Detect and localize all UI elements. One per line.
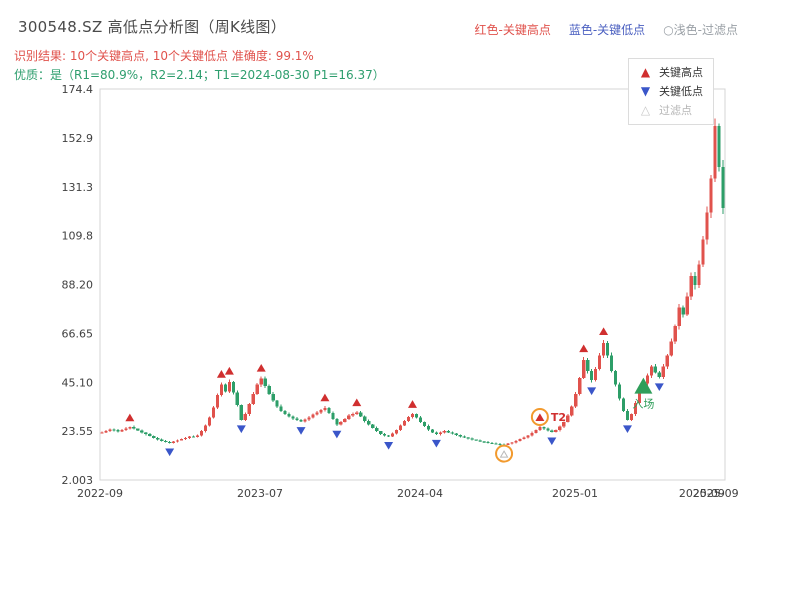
chart-legend: ▲ 关键高点 ▼ 关键低点 △ 过滤点	[628, 58, 714, 125]
svg-text:88.20: 88.20	[62, 279, 94, 292]
svg-text:2025-01: 2025-01	[552, 487, 598, 500]
svg-text:2025-09: 2025-09	[693, 487, 739, 500]
key-low-markers	[165, 383, 664, 457]
svg-text:2022-09: 2022-09	[77, 487, 123, 500]
svg-text:152.9: 152.9	[62, 132, 94, 145]
filtered-point-marker	[495, 444, 514, 463]
svg-text:2024-04: 2024-04	[397, 487, 443, 500]
y-axis-labels: 174.4 152.9 131.3 109.8 88.20 66.65 45.10 23.55…	[62, 83, 94, 487]
x-axis-labels: 2022-09 2023-07 2024-04 2025-01 2025-092025-…	[77, 487, 739, 500]
legend-item-label: 过滤点	[659, 104, 692, 117]
entry-marker: 入场	[632, 377, 654, 411]
svg-text:2.003: 2.003	[62, 474, 94, 487]
header-legend: 红色-关键高点 蓝色-关键低点 ○浅色-过滤点	[475, 21, 739, 38]
svg-text:66.65: 66.65	[62, 327, 94, 340]
header-legend-filtered: ○浅色-过滤点	[663, 23, 738, 37]
plot-frame	[99, 88, 726, 481]
legend-item-key-low: ▼ 关键低点	[639, 84, 703, 99]
quality-line: 优质：是（R1=80.9%，R2=2.14；T1=2024-08-30 P1=1…	[14, 68, 385, 82]
svg-text:23.55: 23.55	[62, 425, 94, 438]
key-high-markers	[125, 327, 609, 422]
svg-text:174.4: 174.4	[62, 83, 94, 96]
svg-text:45.10: 45.10	[62, 376, 94, 389]
legend-item-filtered: △ 过滤点	[639, 103, 703, 118]
entry-label: 入场	[632, 397, 654, 411]
recognition-result: 识别结果: 10个关键高点, 10个关键低点 准确度: 99.1%	[14, 49, 314, 63]
svg-text:2023-07: 2023-07	[237, 487, 283, 500]
candlesticks	[100, 118, 725, 446]
header-legend-key-high: 红色-关键高点	[474, 23, 551, 37]
legend-item-key-high: ▲ 关键高点	[639, 65, 703, 80]
key-low-triangle-icon: ▼	[640, 84, 651, 98]
page-title: 300548.SZ 高低点分析图（周K线图）	[18, 18, 287, 36]
svg-text:2025-09: 2025-09	[679, 487, 725, 500]
svg-text:131.3: 131.3	[62, 181, 94, 194]
key-high-triangle-icon: ▲	[640, 65, 651, 79]
t2-marker: T2	[530, 407, 566, 426]
svg-text:109.8: 109.8	[62, 230, 94, 243]
legend-item-label: 关键高点	[659, 66, 703, 79]
filtered-triangle-icon: △	[640, 103, 651, 117]
t2-label: T2	[551, 411, 566, 424]
header-legend-key-low: 蓝色-关键低点	[568, 23, 646, 37]
legend-item-label: 关键低点	[659, 85, 703, 98]
